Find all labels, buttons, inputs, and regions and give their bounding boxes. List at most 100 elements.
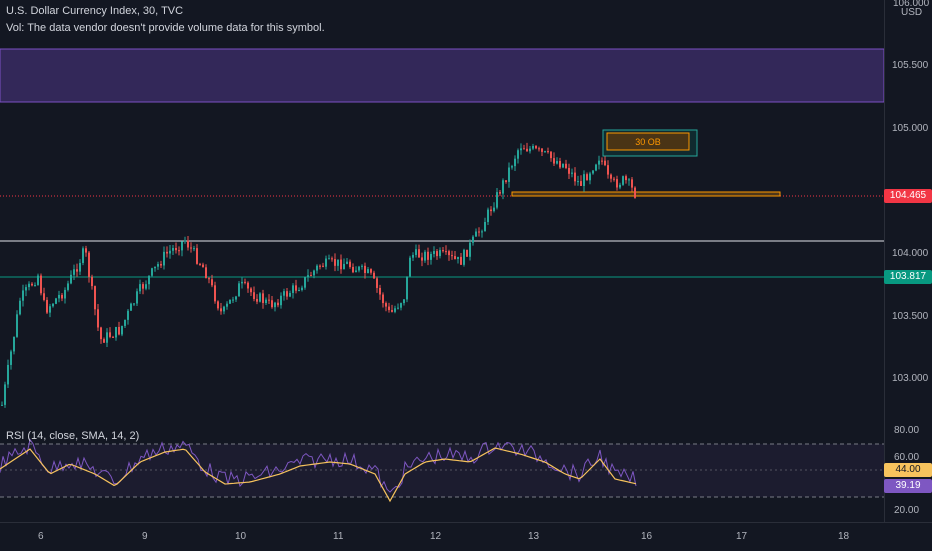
candle-body bbox=[355, 270, 357, 273]
candle-body bbox=[52, 303, 54, 307]
candle-body bbox=[166, 251, 168, 254]
candle-body bbox=[1, 404, 3, 406]
time-tick: 17 bbox=[736, 531, 748, 542]
candle-body bbox=[589, 173, 591, 181]
rsi-ma-tag: 44.00 bbox=[884, 463, 932, 477]
candle-body bbox=[382, 294, 384, 304]
candle-body bbox=[592, 170, 594, 174]
candle-body bbox=[448, 251, 450, 256]
candle-body bbox=[523, 148, 525, 150]
candle-body bbox=[232, 299, 234, 301]
candle-body bbox=[94, 286, 96, 310]
price-chart[interactable]: 30 OB bbox=[0, 0, 884, 522]
candle-body bbox=[46, 299, 48, 313]
candle-body bbox=[196, 248, 198, 264]
volume-note: Vol: The data vendor doesn't provide vol… bbox=[6, 22, 325, 34]
time-tick: 13 bbox=[528, 531, 540, 542]
candle-body bbox=[277, 302, 279, 306]
candle-body bbox=[220, 308, 222, 312]
candle-body bbox=[619, 184, 621, 188]
candle-body bbox=[595, 164, 597, 171]
candle-body bbox=[214, 285, 216, 302]
level-price-tag: 103.817 bbox=[884, 270, 932, 284]
candle-body bbox=[454, 256, 456, 260]
candle-body bbox=[601, 160, 603, 162]
candle-body bbox=[604, 160, 606, 166]
candle-body bbox=[415, 249, 417, 255]
currency-label: USD bbox=[901, 7, 923, 18]
candle-body bbox=[67, 283, 69, 290]
candle-body bbox=[376, 278, 378, 288]
candle-body bbox=[148, 275, 150, 285]
candle-body bbox=[577, 181, 579, 183]
candle-body bbox=[430, 253, 432, 260]
candle-body bbox=[250, 288, 252, 293]
rsi-ma-line bbox=[0, 447, 637, 503]
candle-body bbox=[481, 231, 483, 233]
time-tick: 11 bbox=[333, 531, 344, 542]
candle-body bbox=[412, 254, 414, 258]
candle-body bbox=[499, 192, 501, 194]
candle-body bbox=[529, 148, 531, 152]
candle-body bbox=[370, 269, 372, 273]
candle-body bbox=[328, 258, 330, 260]
candle-body bbox=[253, 292, 255, 299]
candle-body bbox=[106, 332, 108, 343]
candle-body bbox=[37, 275, 39, 285]
candle-body bbox=[568, 167, 570, 174]
candle-body bbox=[28, 283, 30, 288]
candle-body bbox=[505, 180, 507, 182]
time-tick: 9 bbox=[142, 531, 148, 542]
candle-body bbox=[208, 278, 210, 280]
candle-body bbox=[274, 302, 276, 308]
candle-body bbox=[433, 251, 435, 254]
candle-body bbox=[133, 303, 135, 305]
candle-body bbox=[97, 309, 99, 328]
candle-body bbox=[184, 240, 186, 242]
candle-body bbox=[244, 281, 246, 283]
candle-body bbox=[295, 285, 297, 291]
candle-body bbox=[130, 303, 132, 311]
candle-body bbox=[34, 284, 36, 286]
candle-body bbox=[22, 290, 24, 301]
candle-body bbox=[223, 306, 225, 312]
candle-body bbox=[388, 306, 390, 311]
candle-body bbox=[229, 299, 231, 304]
time-tick: 16 bbox=[641, 531, 653, 542]
candle-body bbox=[586, 174, 588, 181]
candle-body bbox=[565, 163, 567, 168]
supply-zone[interactable] bbox=[0, 48, 884, 103]
candle-body bbox=[460, 256, 462, 265]
price-axis[interactable]: 106.000 USD 105.500 105.000 104.000 103.… bbox=[884, 0, 932, 522]
chart-area[interactable]: 30 OB U.S. Dollar Currency Index, 30, TV… bbox=[0, 0, 884, 522]
candle-body bbox=[178, 250, 180, 252]
candle-body bbox=[496, 192, 498, 208]
candle-body bbox=[226, 303, 228, 307]
order-block-zone[interactable] bbox=[511, 191, 781, 197]
candle-body bbox=[487, 209, 489, 222]
candle-body bbox=[490, 209, 492, 212]
time-axis[interactable]: 6 9 10 11 12 13 16 17 18 bbox=[0, 522, 932, 551]
candle-body bbox=[508, 167, 510, 182]
candle-body bbox=[145, 284, 147, 289]
candle-body bbox=[313, 270, 315, 276]
candle-body bbox=[559, 161, 561, 168]
candle-body bbox=[511, 166, 513, 168]
candle-body bbox=[241, 281, 243, 284]
candle-body bbox=[262, 293, 264, 304]
candle-body bbox=[292, 285, 294, 293]
candle-body bbox=[613, 178, 615, 180]
rsi-tick: 60.00 bbox=[894, 452, 920, 463]
candle-body bbox=[118, 326, 120, 335]
candle-body bbox=[397, 307, 399, 309]
candle-body bbox=[268, 299, 270, 301]
candle-body bbox=[76, 269, 78, 272]
price-tick: 104.000 bbox=[892, 248, 929, 259]
candle-body bbox=[547, 151, 549, 153]
candle-body bbox=[583, 174, 585, 186]
chart-title: U.S. Dollar Currency Index, 30, TVC bbox=[6, 5, 184, 17]
candle-body bbox=[124, 319, 126, 326]
candle-body bbox=[139, 284, 141, 292]
candle-body bbox=[391, 310, 393, 312]
candle-body bbox=[520, 148, 522, 151]
